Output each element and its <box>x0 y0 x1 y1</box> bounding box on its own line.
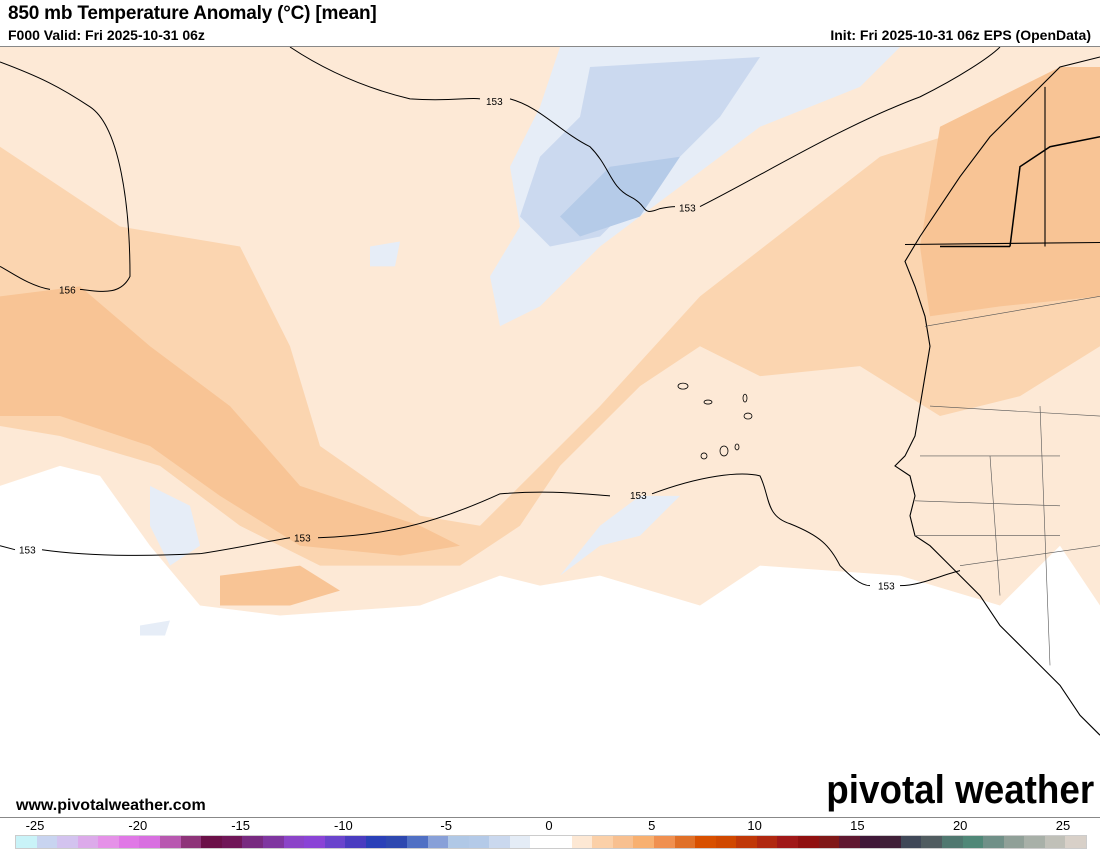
colorbar-swatch <box>36 836 58 848</box>
colorbar-swatch <box>1003 836 1025 848</box>
colorbar-tick-label: -25 <box>25 818 45 833</box>
colorbar-swatch <box>324 836 346 848</box>
colorbar-swatch <box>942 836 963 848</box>
colorbar-swatch <box>756 836 778 848</box>
colorbar-swatch <box>468 836 490 848</box>
colorbar-swatch <box>77 836 99 848</box>
colorbar-swatch <box>139 836 161 848</box>
colorbar-tick-label: 15 <box>850 818 865 833</box>
colorbar-swatch <box>1024 836 1045 848</box>
cool-anomaly-region <box>140 620 170 636</box>
colorbar-tick-label: -5 <box>440 818 452 833</box>
contour-label: 153 <box>630 491 647 502</box>
colorbar-swatch <box>1065 836 1087 848</box>
colorbar-swatch <box>406 836 428 848</box>
colorbar-swatch <box>900 836 922 848</box>
colorbar-swatch <box>160 836 181 848</box>
cool-anomaly-region <box>560 156 680 237</box>
colorbar-swatch <box>859 836 881 848</box>
country-borders <box>914 296 1100 666</box>
colorbar-swatch <box>304 836 325 848</box>
colorbar-swatch <box>221 836 243 848</box>
colorbar-tick-label: -10 <box>333 818 353 833</box>
cool-anomaly-region <box>560 495 680 576</box>
colorbar-swatch <box>571 836 593 848</box>
colorbar-swatch <box>715 836 737 848</box>
init-time: Init: Fri 2025-10-31 06z EPS (OpenData) <box>830 27 1091 43</box>
contour-label: 156 <box>59 285 76 296</box>
height-contour <box>0 61 131 292</box>
colorbar-swatch <box>674 836 696 848</box>
colorbar-swatch <box>118 836 140 848</box>
valid-time: F000 Valid: Fri 2025-10-31 06z <box>8 27 205 43</box>
colorbar-swatch <box>427 836 449 848</box>
colorbar-swatch <box>633 836 654 848</box>
colorbar-labels: -25 -20 -15 -10 -5 0 5 10 15 20 25 <box>0 819 1100 833</box>
warm-anomaly-region <box>220 565 340 606</box>
colorbar-tick-label: 10 <box>747 818 762 833</box>
colorbar-swatch <box>880 836 901 848</box>
colorbar-swatch <box>983 836 1004 848</box>
colorbar-swatch <box>653 836 675 848</box>
colorbar-swatch <box>592 836 613 848</box>
coastline <box>894 56 1100 736</box>
height-contour <box>289 47 1001 212</box>
colorbar-swatch <box>797 836 819 848</box>
warm-anomaly-region <box>920 66 1100 317</box>
colorbar-swatch <box>57 836 78 848</box>
website-url[interactable]: www.pivotalweather.com <box>16 797 206 814</box>
warm-anomaly-region <box>0 286 460 556</box>
colorbar-swatch <box>962 836 984 848</box>
colorbar-swatch <box>180 836 202 848</box>
contour-label: 153 <box>294 534 311 545</box>
colorbar-swatch <box>489 836 510 848</box>
colorbar-swatch <box>921 836 943 848</box>
colorbar <box>15 835 1087 849</box>
pivotal-weather-logo: pivotal weather <box>826 768 1094 812</box>
colorbar-swatch <box>695 836 716 848</box>
colorbar-swatch <box>530 836 552 848</box>
cool-anomaly-region <box>150 485 200 566</box>
cool-anomaly-region <box>370 241 400 267</box>
colorbar-tick-label: 5 <box>648 818 656 833</box>
cape-verde-islands <box>677 382 753 460</box>
colorbar-swatch <box>262 836 284 848</box>
colorbar-swatch <box>201 836 222 848</box>
colorbar-swatch <box>345 836 366 848</box>
colorbar-swatch <box>509 836 531 848</box>
colorbar-swatch <box>242 836 263 848</box>
colorbar-swatch <box>612 836 634 848</box>
colorbar-swatch <box>283 836 305 848</box>
colorbar-swatch <box>1044 836 1066 848</box>
contour-label: 153 <box>679 204 696 215</box>
colorbar-swatch <box>448 836 469 848</box>
colorbar-tick-label: -20 <box>128 818 148 833</box>
warm-anomaly-region <box>0 86 1100 566</box>
colorbar-swatch <box>839 836 860 848</box>
colorbar-swatch <box>365 836 387 848</box>
colorbar-swatch <box>818 836 840 848</box>
colorbar-swatch <box>551 836 572 848</box>
temperature-anomaly-map: 153 153 156 153 153 153 153 <box>0 46 1100 818</box>
height-contour <box>0 473 961 587</box>
colorbar-tick-label: 20 <box>952 818 968 833</box>
contour-label: 153 <box>878 582 895 593</box>
colorbar-swatch <box>777 836 798 848</box>
colorbar-tick-label: 25 <box>1055 818 1071 833</box>
colorbar-swatch <box>16 836 37 848</box>
colorbar-tick-label: 0 <box>545 818 553 833</box>
map-title: 850 mb Temperature Anomaly (°C) [mean] <box>8 3 377 24</box>
contour-label: 153 <box>19 546 36 557</box>
colorbar-swatch <box>386 836 407 848</box>
colorbar-tick-label: -15 <box>231 818 250 833</box>
contour-label: 153 <box>486 97 503 108</box>
colorbar-swatch <box>98 836 119 848</box>
colorbar-swatch <box>736 836 757 848</box>
